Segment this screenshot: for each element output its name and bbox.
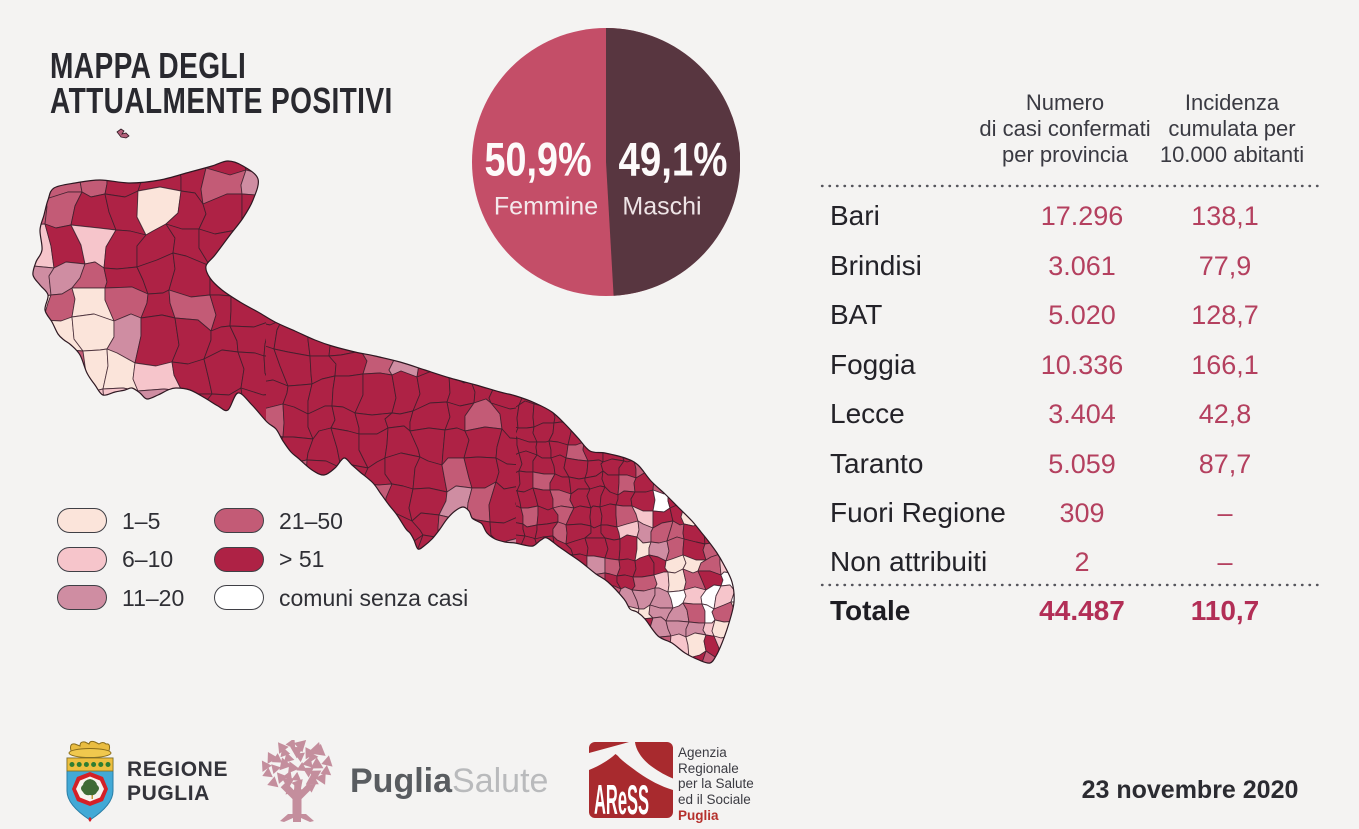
svg-text:Femmine: Femmine — [494, 193, 598, 221]
svg-text:Maschi: Maschi — [622, 193, 701, 221]
svg-text:50,9%: 50,9% — [485, 133, 592, 186]
svg-text:49,1%: 49,1% — [619, 133, 728, 186]
svg-text:AReSS: AReSS — [594, 776, 649, 818]
